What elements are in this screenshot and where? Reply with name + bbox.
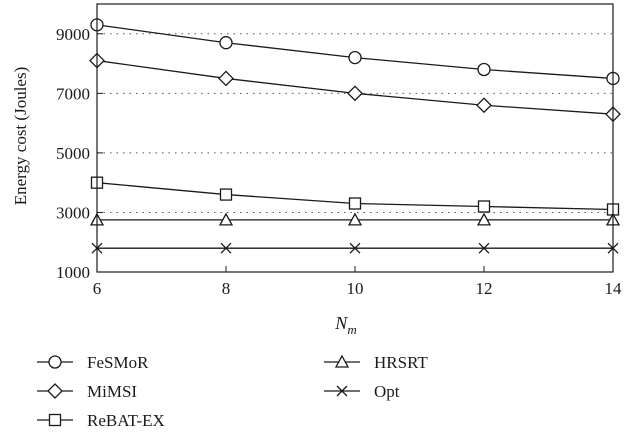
series-fesmor (90, 18, 620, 86)
data-point-opt-8 (220, 242, 232, 254)
data-point-opt-10 (349, 242, 361, 254)
y-tick-label-9000: 9000 (56, 25, 90, 44)
legend-item-hrsrt: HRSRT (324, 353, 428, 372)
y-tick-label-1000: 1000 (56, 263, 90, 282)
x-axis-label: Nm (334, 313, 356, 337)
grid-lines (97, 33, 613, 213)
data-point-rebat-ex-12 (477, 200, 491, 213)
x-tick-label-10: 10 (347, 279, 364, 298)
data-point-fesmor-12 (477, 62, 491, 77)
legend-item-opt: Opt (324, 382, 400, 401)
legend-marker-rebat-ex (48, 413, 62, 427)
data-point-mimsi-10 (347, 85, 363, 102)
y-tick-label-7000: 7000 (56, 84, 90, 103)
data-point-rebat-ex-10 (348, 197, 362, 210)
legend: FeSMoR MiMSI ReBAT-EX HRSRT Opt (37, 353, 428, 430)
legend-marker-opt (336, 385, 348, 397)
data-point-fesmor-10 (348, 50, 362, 65)
data-point-mimsi-8 (218, 70, 234, 87)
x-axis-label-subscript: m (347, 322, 356, 337)
legend-label-opt: Opt (374, 382, 400, 401)
data-point-rebat-ex-8 (219, 188, 233, 201)
series-rebat-ex (90, 176, 620, 216)
series-mimsi (89, 52, 621, 123)
y-axis-label: Energy cost (Joules) (11, 67, 30, 206)
x-tick-label-6: 6 (93, 279, 102, 298)
legend-label-fesmor: FeSMoR (87, 353, 149, 372)
series-hrsrt (89, 212, 621, 226)
legend-item-rebat-ex: ReBAT-EX (37, 411, 165, 430)
x-tick-label-12: 12 (476, 279, 493, 298)
legend-marker-fesmor (48, 355, 62, 369)
data-point-hrsrt-12 (476, 212, 492, 226)
x-tick-label-8: 8 (222, 279, 231, 298)
legend-marker-hrsrt (334, 354, 350, 368)
legend-label-hrsrt: HRSRT (374, 353, 428, 372)
data-point-fesmor-8 (219, 36, 233, 50)
x-axis-label-main: N (334, 313, 348, 333)
y-tick-label-5000: 5000 (56, 144, 90, 163)
legend-item-mimsi: MiMSI (37, 382, 137, 401)
series-layer (89, 18, 621, 254)
plot-frame (96, 3, 614, 273)
data-point-hrsrt-8 (218, 212, 234, 226)
data-point-mimsi-12 (476, 97, 492, 114)
legend-marker-mimsi (47, 383, 63, 399)
data-point-hrsrt-10 (347, 212, 363, 226)
x-tick-label-14: 14 (605, 279, 623, 298)
series-opt (91, 242, 619, 254)
legend-item-fesmor: FeSMoR (37, 353, 149, 372)
axis-ticks: 1000 3000 5000 7000 9000 6 8 10 12 14 (56, 25, 622, 298)
legend-label-rebat-ex: ReBAT-EX (87, 411, 165, 430)
legend-label-mimsi: MiMSI (87, 382, 137, 401)
y-tick-label-3000: 3000 (56, 203, 90, 222)
data-point-opt-12 (478, 242, 490, 254)
